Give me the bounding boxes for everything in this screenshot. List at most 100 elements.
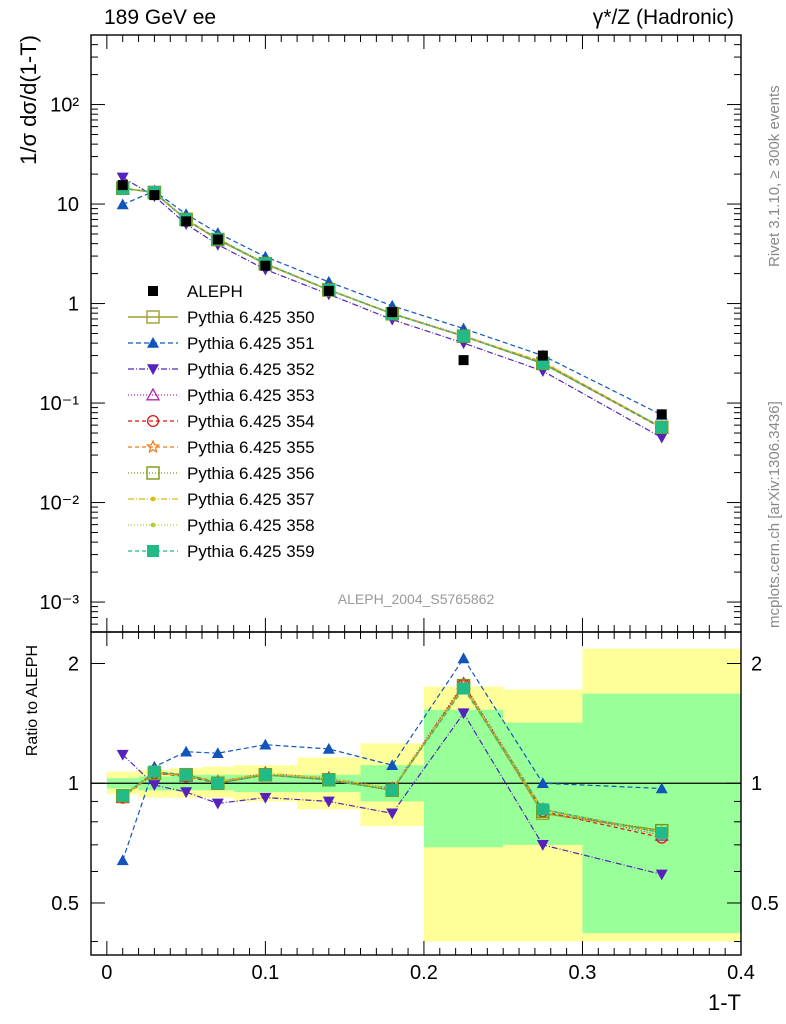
- ratio-y-tick-label-right: 2: [751, 653, 762, 675]
- ratio-point-3: [259, 792, 272, 804]
- main-y-tick-label: 10⁻³: [40, 592, 80, 614]
- analysis-id-watermark: ALEPH_2004_S5765862: [338, 591, 495, 607]
- ratio-y-tick-label-right: 1: [751, 773, 762, 795]
- stat-uncertainty-band: [582, 693, 741, 934]
- data-point-aleph: [537, 350, 548, 361]
- ratio-line-2: [122, 657, 662, 861]
- ratio-y-tick-label-right: 0.5: [751, 893, 779, 915]
- legend-label-1: Pythia 6.425 350: [187, 308, 315, 327]
- ratio-point-3: [322, 796, 335, 808]
- legend-label-5: Pythia 6.425 354: [187, 412, 315, 431]
- axis-text: 10⁻³ 10⁻² 10⁻¹ 1 10 10² 0.5 0.5 1 1 2 2 0 0.1 0.2 0.3 0.…: [16, 35, 779, 1015]
- ratio-y-tick-label-left: 0.5: [51, 893, 79, 915]
- legend-marker-6: [145, 439, 161, 454]
- header-process-label: 189 GeV ee: [104, 6, 217, 29]
- ratio-point-10: [536, 803, 549, 816]
- ratio-point-10: [457, 682, 470, 695]
- series-point-3: [655, 432, 668, 444]
- ratio-y-axis-label: Ratio to ALEPH: [24, 645, 41, 756]
- legend: ALEPH Pythia 6.425 350 Pythia 6.425 351 Pyt…: [128, 282, 315, 561]
- legend-label-4: Pythia 6.425 353: [187, 386, 315, 405]
- main-y-tick-label: 10⁻²: [40, 493, 80, 515]
- x-tick-label: 0.4: [727, 962, 755, 984]
- legend-label-9: Pythia 6.425 358: [187, 516, 315, 535]
- series-point-3: [116, 172, 129, 184]
- ratio-point-10: [655, 826, 668, 839]
- ratio-point-2: [211, 747, 224, 758]
- series-line-3: [122, 176, 662, 439]
- ratio-line-10: [122, 687, 662, 834]
- legend-label-8: Pythia 6.425 357: [187, 490, 315, 509]
- ratio-point-3: [386, 808, 399, 820]
- ratio-point-2: [536, 777, 549, 789]
- legend-marker-3: [147, 364, 159, 375]
- legend-label-10: Pythia 6.425 359: [187, 542, 315, 561]
- legend-marker-aleph: [148, 286, 158, 296]
- series-line-10: [122, 188, 662, 428]
- ratio-point-3: [457, 708, 470, 720]
- header-channel-label: γ*/Z (Hadronic): [592, 6, 734, 29]
- ratio-point-10: [211, 777, 224, 790]
- ratio-plot-frame: [90, 631, 742, 956]
- data-point-aleph: [656, 409, 667, 420]
- legend-label-7: Pythia 6.425 356: [187, 464, 315, 483]
- legend-marker-4: [145, 387, 161, 401]
- main-y-tick-label: 10²: [50, 95, 79, 117]
- data-point-aleph: [181, 216, 192, 227]
- ratio-point-2: [180, 745, 193, 757]
- data-point-aleph: [323, 285, 334, 296]
- ratio-point-10: [116, 789, 129, 802]
- legend-label-3: Pythia 6.425 352: [187, 360, 315, 379]
- data-point-aleph: [387, 307, 398, 318]
- ratio-point-2: [259, 738, 272, 750]
- legend-marker-8: [150, 496, 156, 502]
- series-point-2: [116, 198, 129, 210]
- data-point-aleph: [260, 260, 271, 271]
- ratio-point-10: [259, 768, 272, 781]
- ratio-point-3: [536, 840, 549, 851]
- legend-marker-7: [146, 466, 160, 480]
- data-point-aleph: [212, 234, 223, 245]
- main-y-axis-label: 1/σ dσ/d(1-T): [16, 35, 41, 165]
- ratio-point-2: [322, 742, 335, 754]
- main-y-tick-label: 1: [68, 294, 79, 316]
- legend-label-2: Pythia 6.425 351: [187, 334, 315, 353]
- stat-uncertainty-band: [423, 709, 504, 848]
- x-axis-label: 1-T: [708, 990, 741, 1015]
- x-tick-label: 0.1: [251, 962, 279, 984]
- legend-label-aleph: ALEPH: [187, 282, 243, 301]
- legend-marker-9: [150, 522, 156, 528]
- main-y-tick-label: 10: [57, 194, 79, 216]
- series-point-10: [457, 330, 470, 343]
- legend-marker-5: [146, 414, 160, 428]
- data-point-aleph: [117, 180, 128, 191]
- data-point-aleph: [149, 190, 160, 201]
- ratio-y-tick-label-left: 2: [68, 653, 79, 675]
- series-point-10: [655, 421, 668, 434]
- ratio-point-10: [148, 765, 161, 778]
- x-tick-label: 0: [101, 962, 112, 984]
- ratio-y-tick-label-left: 1: [68, 773, 79, 795]
- main-y-tick-label: 10⁻¹: [40, 393, 80, 415]
- legend-marker-1: [146, 310, 160, 324]
- ratio-point-3: [116, 749, 129, 761]
- ratio-point-3: [211, 798, 224, 810]
- ratio-point-2: [116, 854, 129, 866]
- legend-marker-10: [147, 545, 159, 557]
- data-point-aleph: [458, 355, 469, 366]
- x-tick-label: 0.3: [569, 962, 597, 984]
- ratio-point-3: [180, 787, 193, 799]
- ratio-point-10: [180, 768, 193, 781]
- legend-marker-2: [147, 337, 159, 348]
- tick-marks: [91, 34, 742, 955]
- series-layer: [115, 172, 669, 881]
- ratio-point-10: [322, 773, 335, 786]
- series-line-2: [122, 190, 662, 416]
- ratio-point-2: [386, 759, 399, 771]
- legend-label-6: Pythia 6.425 355: [187, 438, 315, 457]
- ratio-uncertainty-bands: [106, 648, 741, 942]
- ratio-point-2: [457, 652, 470, 664]
- ratio-line-3: [122, 712, 662, 875]
- x-tick-label: 0.2: [410, 962, 438, 984]
